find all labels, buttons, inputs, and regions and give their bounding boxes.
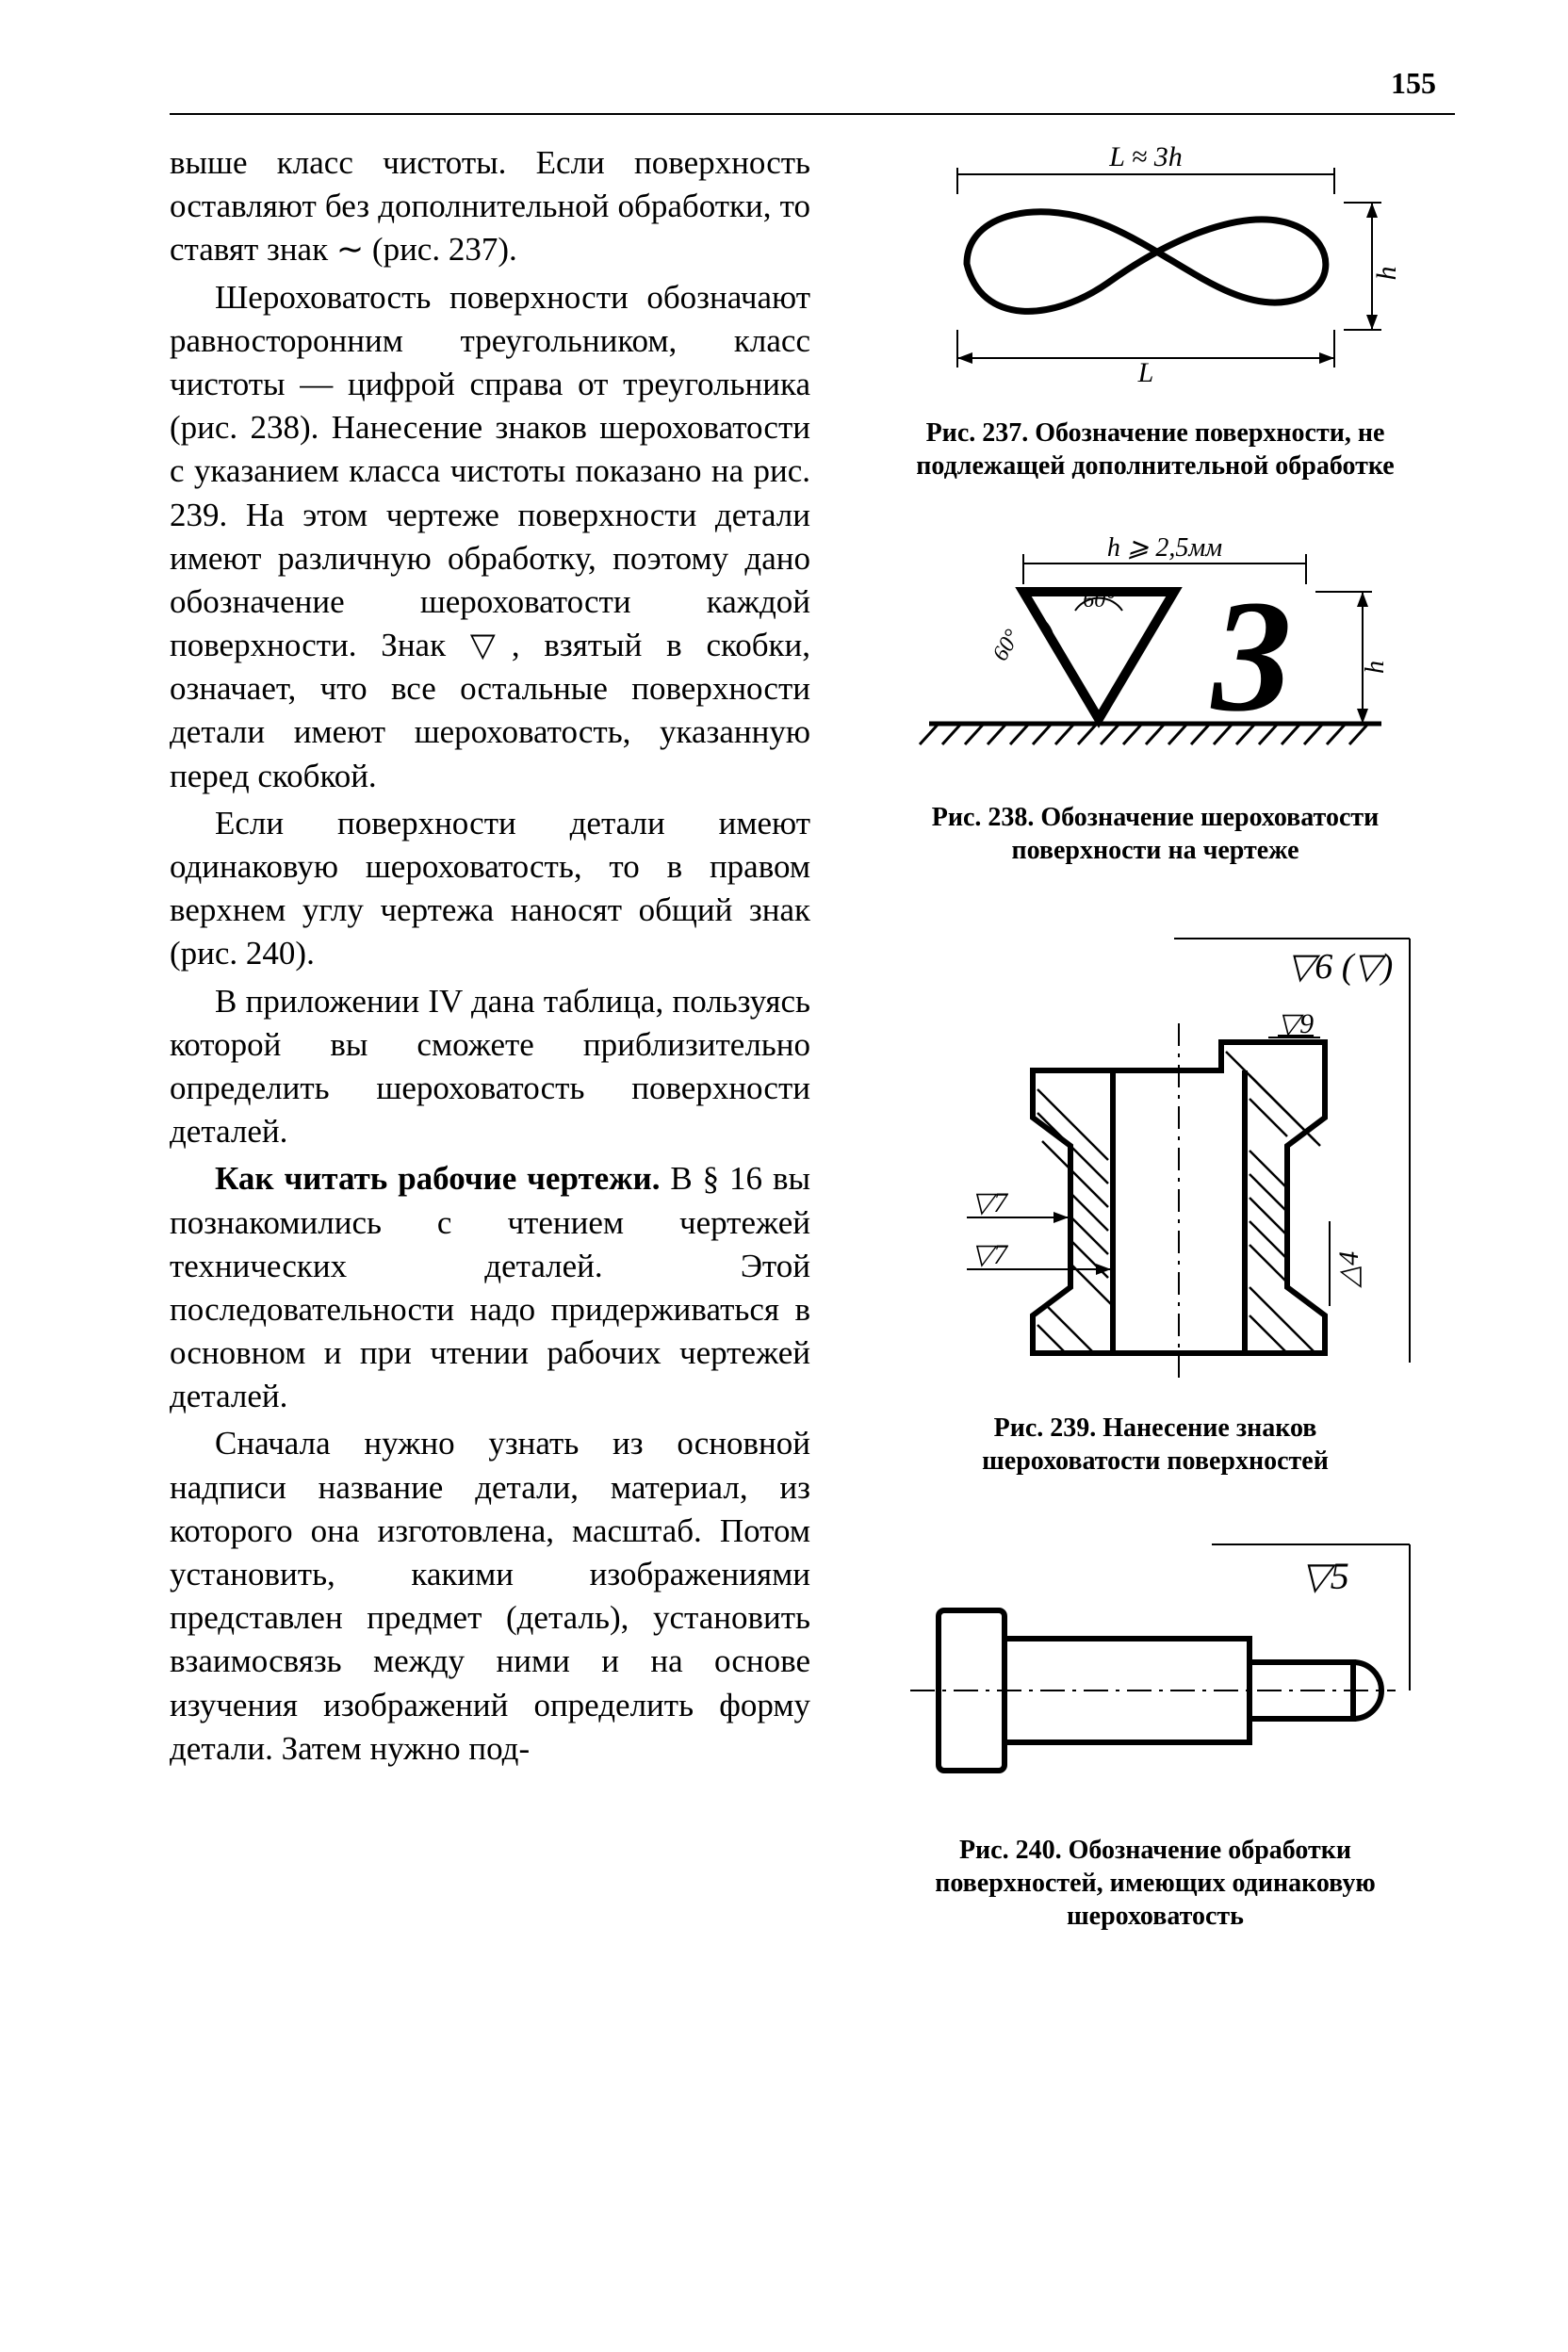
figure-240: ▽5 Рис. 240. Обозначение — [856, 1521, 1455, 1965]
page-number: 155 — [1391, 66, 1436, 101]
mark-v7-b: ▽7 — [972, 1239, 1009, 1270]
mark-v7-a: ▽7 — [972, 1187, 1009, 1218]
header-rule — [170, 113, 1455, 115]
figure-239-svg: ▽6 (▽) — [882, 910, 1429, 1400]
body-text-column: выше класс чистоты. Если поверхность ост… — [170, 141, 810, 1965]
figure-239-caption: Рис. 239. Нанесение знаков шероховатости… — [910, 1412, 1400, 1478]
dim-h-label: h — [1361, 661, 1390, 674]
dim-L3h-label: L ≈ 3h — [1108, 141, 1183, 172]
figure-237-svg: L ≈ 3h L — [891, 141, 1419, 405]
angle-60-left: 60° — [988, 626, 1026, 665]
paragraph: Сначала нужно узнать из основной надписи… — [170, 1422, 810, 1771]
figure-238: 60° 60° 3 h ⩾ 2,5мм h — [856, 526, 1455, 899]
paragraph: В приложении IV дана таблица, пользуясь … — [170, 980, 810, 1154]
paragraph: Как читать рабочие чертежи. В § 16 вы по… — [170, 1157, 810, 1418]
figures-column: L ≈ 3h L — [856, 141, 1455, 1965]
class-digit: 3 — [1210, 567, 1292, 744]
dim-h-label: h — [1371, 267, 1402, 281]
section-heading: Как читать рабочие чертежи. — [215, 1160, 660, 1197]
paragraph: Шероховатость поверхности обозначают рав… — [170, 276, 810, 798]
paragraph: выше класс чистоты. Если поверхность ост… — [170, 141, 810, 272]
figure-237: L ≈ 3h L — [856, 141, 1455, 514]
page: 155 выше класс чистоты. Если поверхность… — [0, 0, 1568, 2352]
paragraph-continuation: В § 16 вы познакомились с чтением чертеж… — [170, 1160, 810, 1414]
figure-240-svg: ▽5 — [882, 1521, 1429, 1822]
figure-238-caption: Рис. 238. Обозначение шероховатости пове… — [910, 801, 1400, 867]
figure-239: ▽6 (▽) — [856, 910, 1455, 1510]
two-column-layout: выше класс чистоты. Если поверхность ост… — [170, 141, 1455, 1965]
paragraph: Если поверхности детали имеют одинаковую… — [170, 802, 810, 976]
figure-240-caption: Рис. 240. Обозначение обработки поверхно… — [910, 1834, 1400, 1933]
corner-mark: ▽5 — [1301, 1555, 1349, 1597]
mark-d4: △4 — [1333, 1251, 1364, 1288]
figure-237-caption: Рис. 237. Обозначение поверхности, не по… — [910, 416, 1400, 482]
figure-238-svg: 60° 60° 3 h ⩾ 2,5мм h — [891, 526, 1419, 790]
dim-h25-label: h ⩾ 2,5мм — [1107, 533, 1222, 563]
dim-L-label: L — [1137, 357, 1154, 388]
angle-60-top: 60° — [1083, 588, 1115, 612]
mark-v9: ▽9 — [1278, 1008, 1314, 1039]
corner-mark: ▽6 (▽) — [1287, 947, 1393, 987]
